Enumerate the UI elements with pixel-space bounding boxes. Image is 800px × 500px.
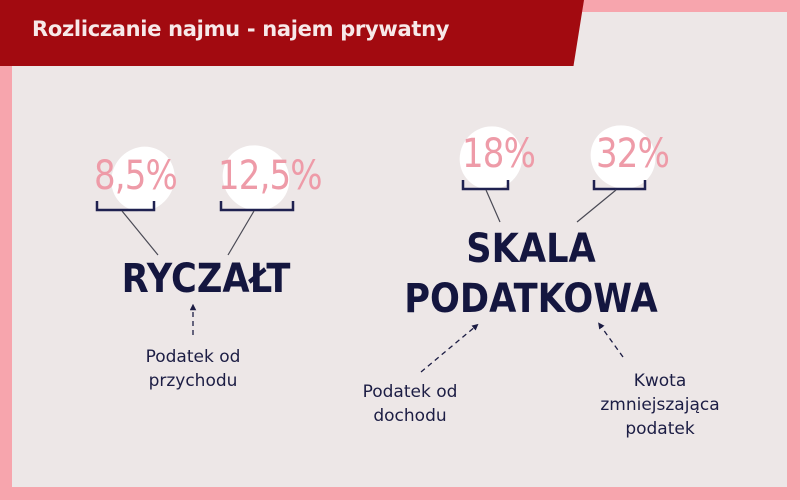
note-skala-left-line1: Podatek od xyxy=(362,382,458,402)
note-skala-left-line2: dochodu xyxy=(373,406,447,426)
title-banner: Rozliczanie najmu - najem prywatny xyxy=(0,0,584,66)
skala-heading-line2: PODATKOWA xyxy=(404,276,658,322)
ryczalt-heading: RYCZAŁT xyxy=(121,256,291,302)
note-ryczalt-line1: Podatek od xyxy=(145,347,241,367)
note-skala-right-line3: podatek xyxy=(625,419,695,439)
rate-skala-high: 32% xyxy=(596,131,670,177)
rate-skala-low: 18% xyxy=(462,131,536,177)
note-ryczalt-line2: przychodu xyxy=(148,371,238,391)
rate-ryczalt-high: 12,5% xyxy=(218,153,323,199)
rate-ryczalt-low: 8,5% xyxy=(94,153,178,199)
note-skala-right-line2: zmniejszająca xyxy=(600,395,720,415)
note-ryczalt: Podatek od przychodu xyxy=(130,345,256,393)
skala-heading-line1: SKALA xyxy=(466,226,596,272)
note-skala-right-line1: Kwota xyxy=(633,371,687,391)
note-skala-left: Podatek od dochodu xyxy=(347,380,473,428)
page-title: Rozliczanie najmu - najem prywatny xyxy=(32,17,450,41)
note-skala-right: Kwota zmniejszająca podatek xyxy=(585,369,735,441)
